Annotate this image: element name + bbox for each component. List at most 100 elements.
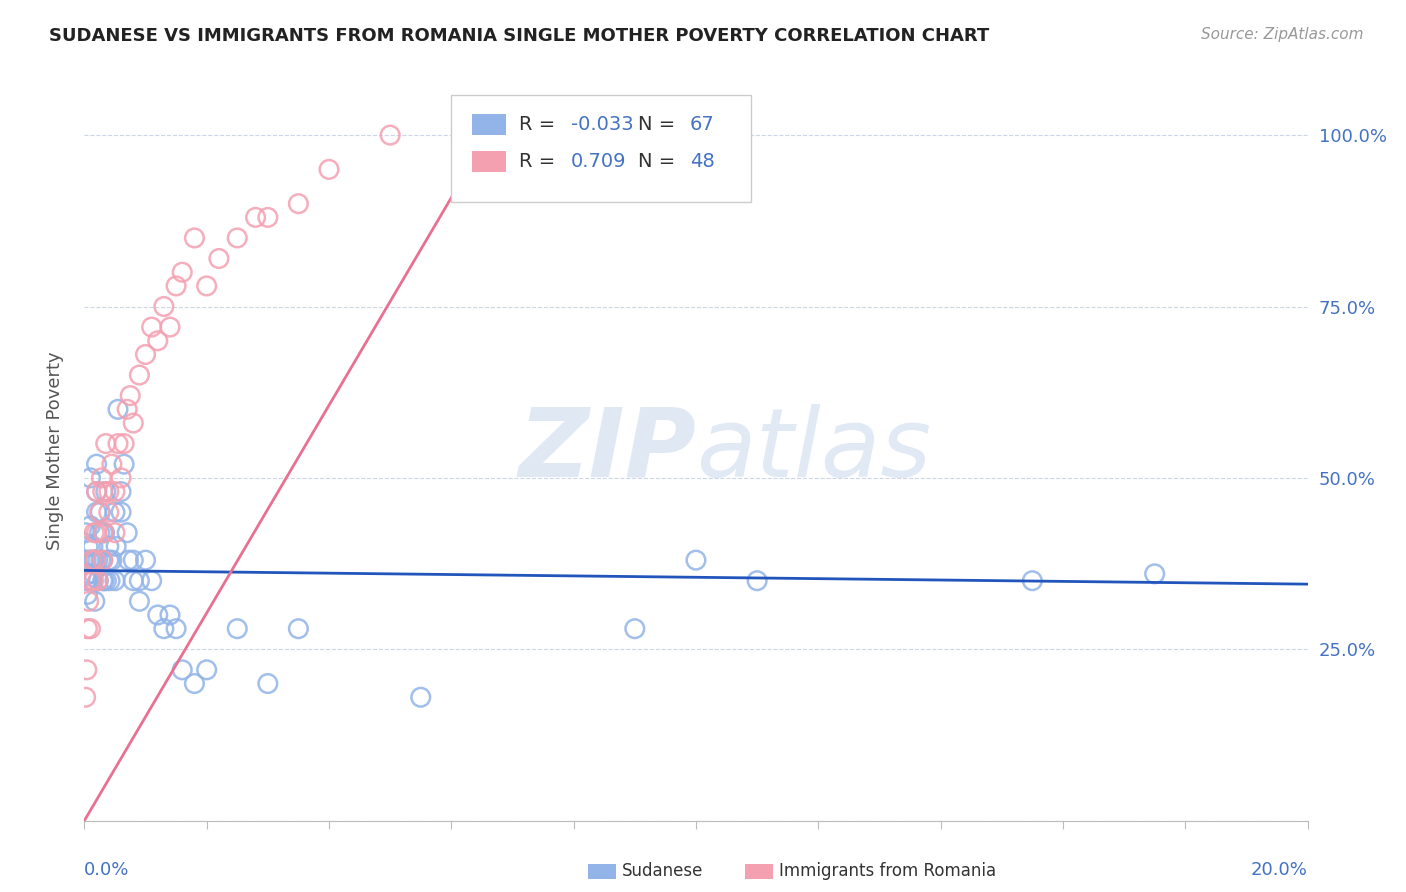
Point	[135, 347, 157, 361]
Point	[86, 505, 108, 519]
Point	[287, 622, 309, 636]
Point	[76, 622, 98, 636]
Point	[318, 162, 340, 177]
Text: R =: R =	[519, 115, 561, 134]
Point	[104, 505, 127, 519]
FancyBboxPatch shape	[451, 95, 751, 202]
Point	[105, 540, 128, 554]
Point	[79, 574, 101, 588]
Point	[97, 484, 120, 499]
Point	[93, 525, 115, 540]
Point	[107, 436, 129, 450]
Point	[93, 574, 115, 588]
Point	[122, 416, 145, 430]
Point	[76, 574, 98, 588]
Point	[79, 519, 101, 533]
Point	[141, 574, 163, 588]
Point	[208, 252, 231, 266]
Point	[120, 389, 142, 403]
Point	[128, 368, 150, 382]
Point	[110, 484, 132, 499]
FancyBboxPatch shape	[472, 114, 506, 135]
Point	[90, 553, 112, 567]
Text: N =: N =	[638, 115, 682, 134]
Text: N =: N =	[638, 153, 682, 171]
Point	[77, 553, 100, 567]
Point	[91, 553, 114, 567]
Text: 0.709: 0.709	[571, 153, 627, 171]
Text: -0.033: -0.033	[571, 115, 634, 134]
Point	[83, 594, 105, 608]
Point	[97, 540, 120, 554]
Point	[82, 540, 104, 554]
Point	[159, 607, 181, 622]
Point	[183, 231, 205, 245]
Point	[287, 196, 309, 211]
Text: 67: 67	[690, 115, 714, 134]
Point	[86, 484, 108, 499]
Point	[135, 553, 157, 567]
Point	[83, 553, 105, 567]
Point	[79, 574, 101, 588]
Point	[747, 574, 769, 588]
Point	[79, 622, 101, 636]
Point	[77, 566, 100, 581]
Point	[117, 553, 139, 567]
Point	[245, 211, 267, 225]
Point	[165, 622, 187, 636]
Point	[257, 676, 280, 690]
Y-axis label: Single Mother Poverty: Single Mother Poverty	[45, 351, 63, 549]
Point	[98, 574, 121, 588]
Point	[87, 574, 110, 588]
Point	[91, 553, 114, 567]
Point	[83, 525, 105, 540]
Text: Sudanese: Sudanese	[621, 863, 703, 880]
Point	[128, 574, 150, 588]
Point	[77, 540, 100, 554]
Point	[183, 676, 205, 690]
Point	[115, 402, 138, 417]
Text: Source: ZipAtlas.com: Source: ZipAtlas.com	[1201, 27, 1364, 42]
Point	[112, 436, 135, 450]
Point	[86, 484, 108, 499]
Point	[685, 553, 707, 567]
Point	[110, 505, 132, 519]
Point	[122, 574, 145, 588]
Text: 48: 48	[690, 153, 714, 171]
Point	[165, 279, 187, 293]
Point	[1021, 574, 1043, 588]
Point	[87, 574, 110, 588]
Text: R =: R =	[519, 153, 568, 171]
Point	[112, 457, 135, 471]
Point	[172, 265, 194, 279]
Point	[195, 279, 218, 293]
Point	[409, 690, 432, 705]
Point	[104, 484, 127, 499]
Text: 0.0%: 0.0%	[84, 862, 129, 880]
Point	[75, 690, 97, 705]
Point	[83, 574, 105, 588]
Point	[89, 505, 111, 519]
Text: ZIP: ZIP	[517, 404, 696, 497]
Point	[110, 471, 132, 485]
Point	[226, 622, 249, 636]
Point	[107, 402, 129, 417]
Point	[84, 553, 107, 567]
Point	[122, 553, 145, 567]
Point	[80, 553, 103, 567]
Point	[159, 320, 181, 334]
Point	[380, 128, 402, 142]
Text: 20.0%: 20.0%	[1251, 862, 1308, 880]
Point	[83, 566, 105, 581]
Point	[1143, 566, 1166, 581]
Point	[226, 231, 249, 245]
Point	[91, 525, 114, 540]
Point	[90, 471, 112, 485]
Point	[76, 587, 98, 601]
Point	[97, 505, 120, 519]
Point	[87, 553, 110, 567]
Point	[195, 663, 218, 677]
Point	[153, 622, 176, 636]
Point	[77, 594, 100, 608]
Point	[84, 553, 107, 567]
